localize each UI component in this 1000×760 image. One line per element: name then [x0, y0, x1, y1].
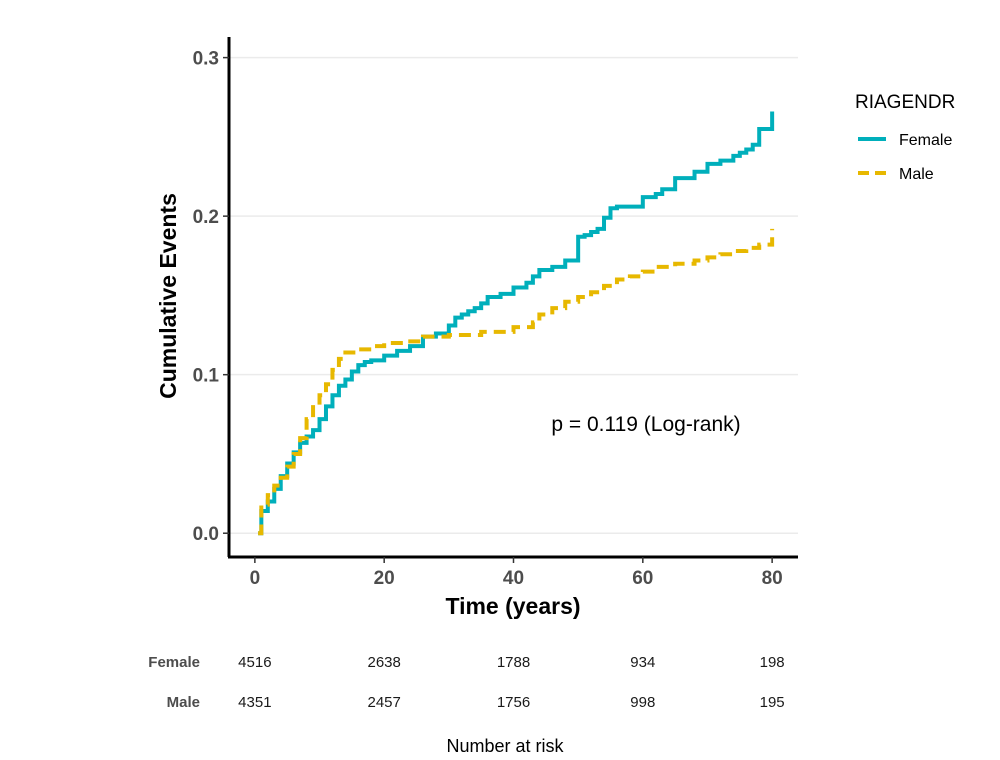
legend-title: RIAGENDR [855, 92, 955, 113]
x-axis-title: Time (years) [445, 593, 580, 619]
risk-value-male: 195 [760, 694, 785, 711]
x-tick-label: 40 [503, 568, 524, 589]
risk-value-male: 1756 [497, 694, 530, 711]
logrank-p-value: p = 0.119 (Log-rank) [551, 413, 740, 436]
x-tick-label: 80 [762, 568, 783, 589]
series-line-female [258, 111, 775, 536]
series-line-male [258, 228, 775, 536]
risk-value-male: 4351 [238, 694, 271, 711]
risk-value-female: 934 [630, 654, 655, 671]
y-tick-label: 0.0 [193, 524, 219, 545]
y-tick-label: 0.2 [193, 207, 219, 228]
risk-group-male: Male [167, 694, 200, 711]
risk-value-female: 2638 [367, 654, 400, 671]
tick-labels: 0.0 0.1 0.2 0.3 0 20 40 60 80 [193, 49, 783, 589]
risk-value-female: 1788 [497, 654, 530, 671]
x-tick-label: 60 [632, 568, 653, 589]
risk-value-male: 998 [630, 694, 655, 711]
risk-group-female: Female [148, 654, 200, 671]
risk-value-male: 2457 [367, 694, 400, 711]
risk-values: 4516 2638 1788 934 198 4351 2457 1756 998 195 [238, 654, 784, 711]
y-axis-title: Cumulative Events [155, 193, 181, 399]
series-lines [258, 111, 775, 536]
y-tick-label: 0.3 [193, 49, 219, 70]
x-tick-label: 20 [374, 568, 395, 589]
legend-label-male: Male [899, 166, 934, 183]
risk-table-title: Number at risk [446, 736, 564, 756]
axes [227, 37, 798, 559]
risk-value-female: 198 [760, 654, 785, 671]
gridlines [229, 56, 798, 534]
risk-value-female: 4516 [238, 654, 271, 671]
legend-label-female: Female [899, 132, 952, 149]
risk-table: Female Male 4516 2638 1788 934 198 4351 2457 17… [148, 654, 784, 756]
y-tick-label: 0.1 [193, 366, 220, 387]
legend: RIAGENDR Female Male [855, 92, 955, 183]
x-tick-label: 0 [250, 568, 261, 589]
